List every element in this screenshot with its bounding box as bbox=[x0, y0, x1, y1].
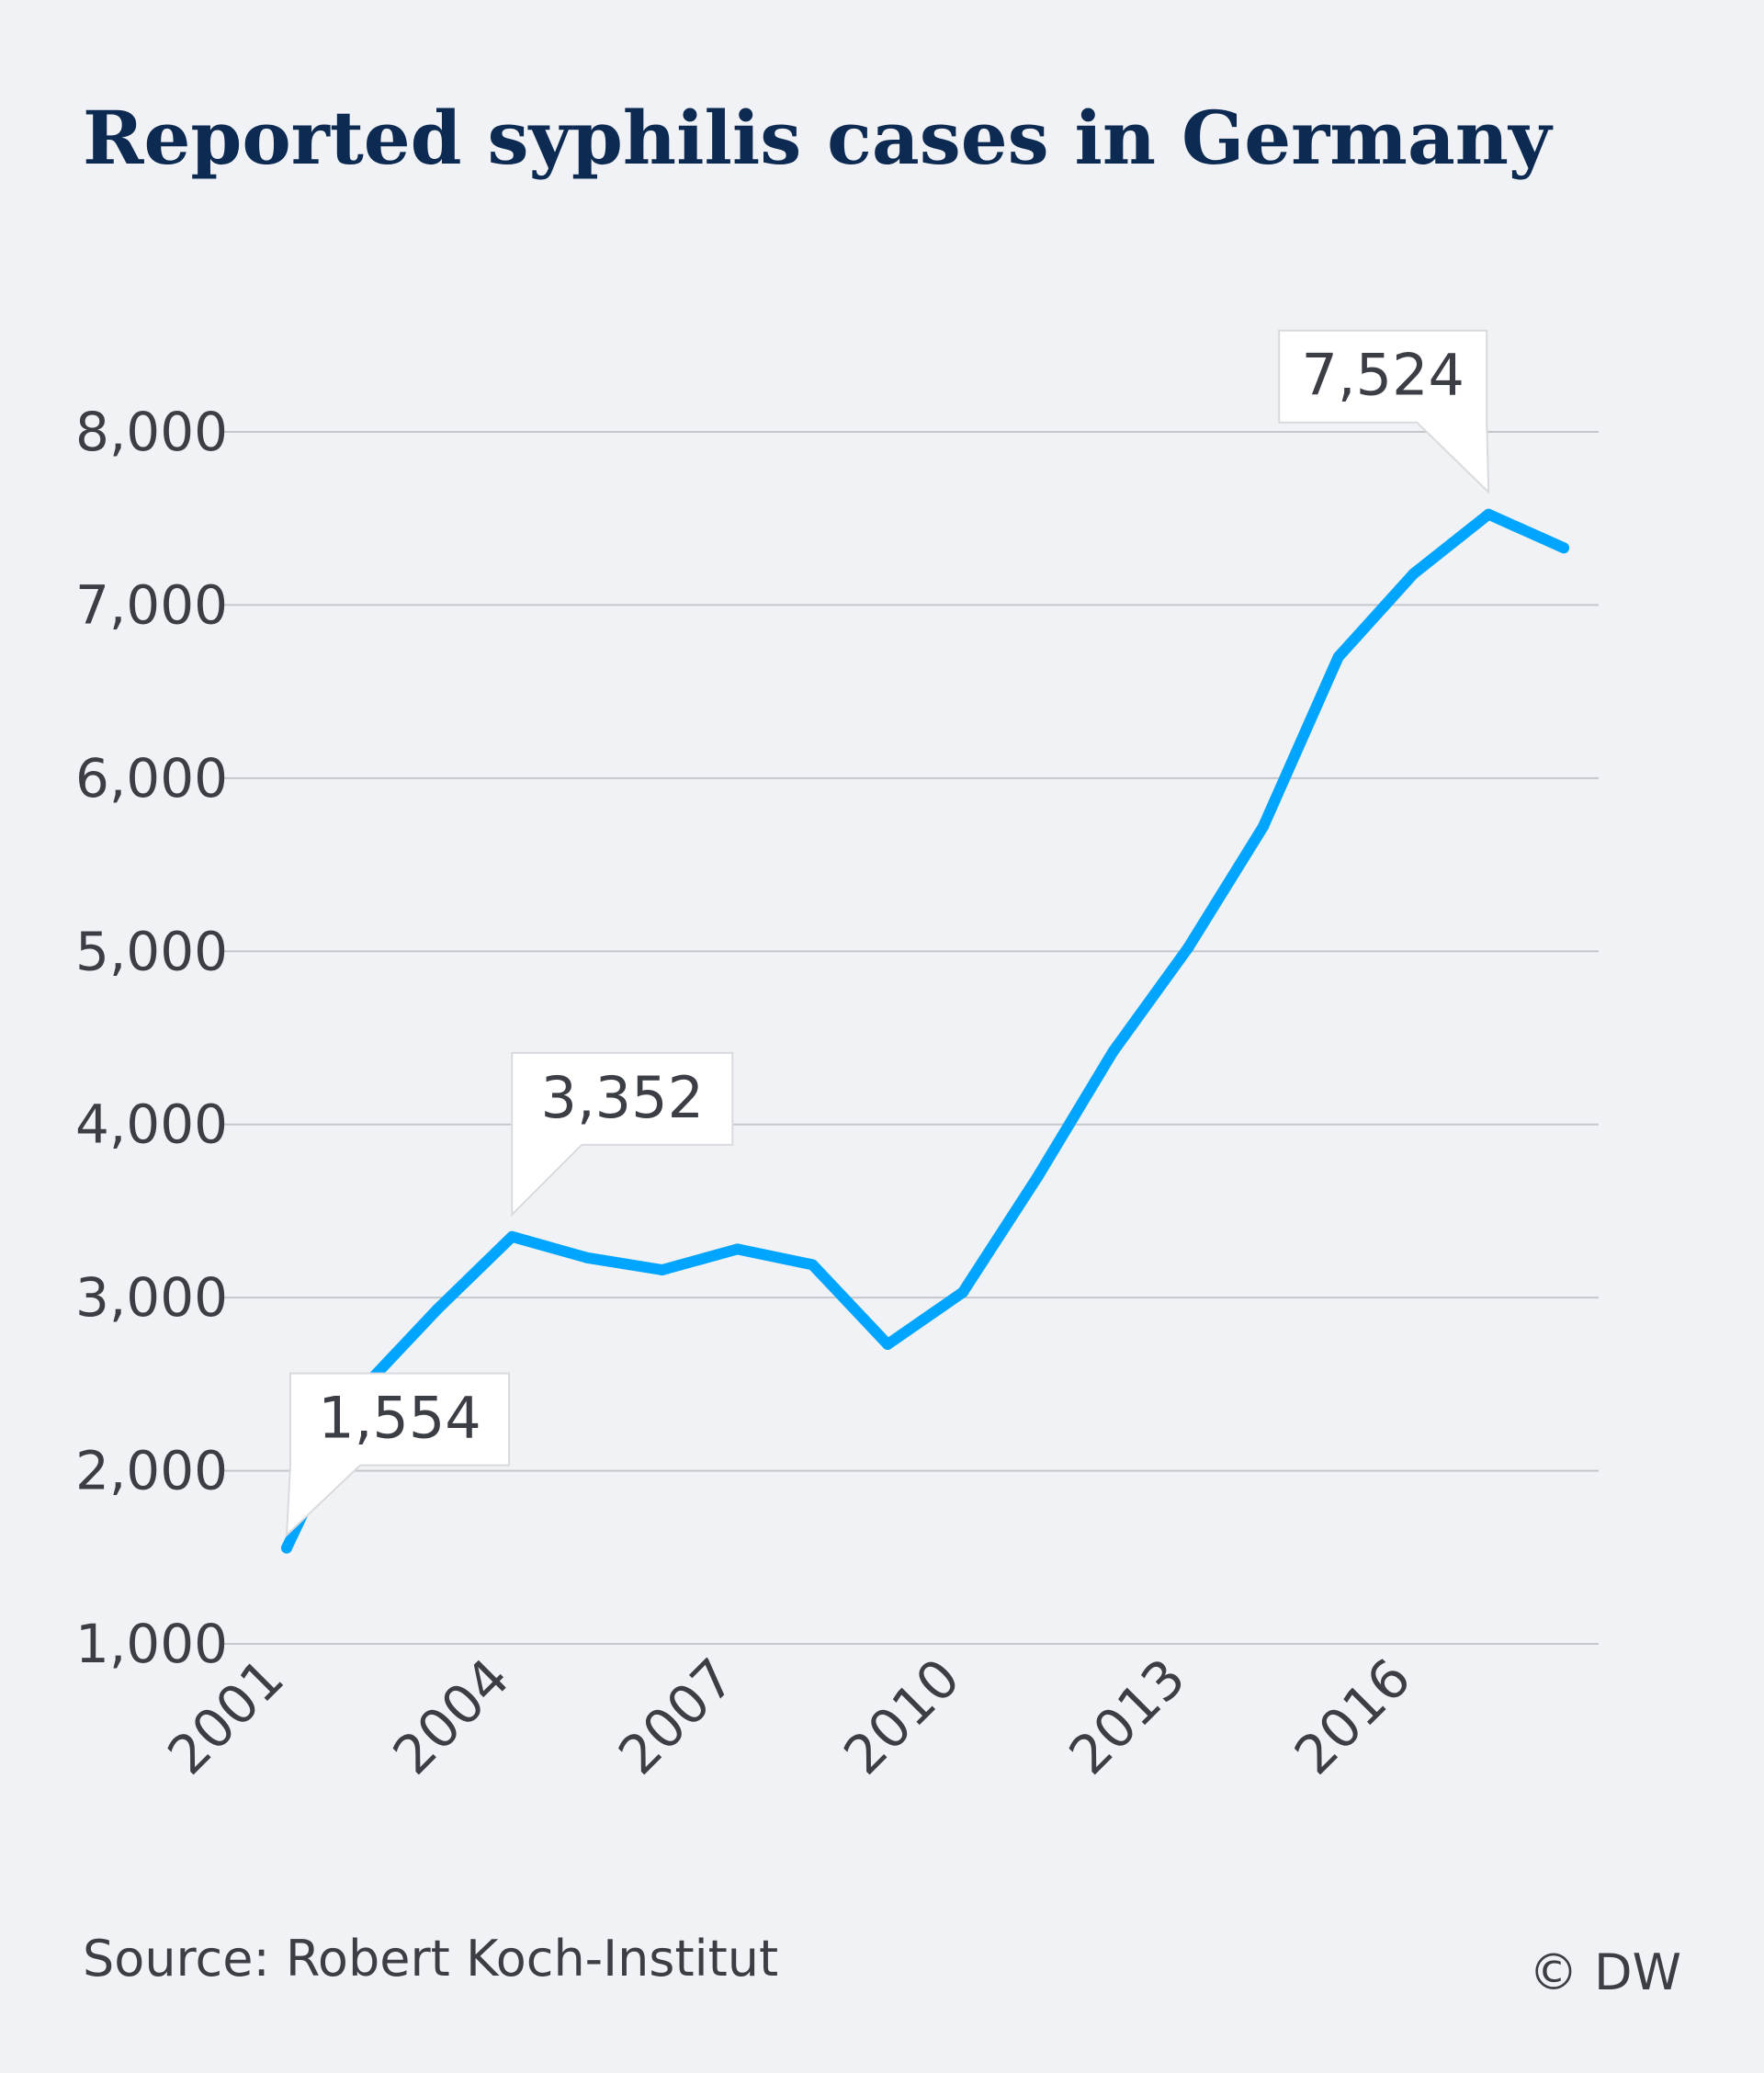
y-axis-tick-labels: 1,000 2,000 3,000 4,000 5,000 6,000 7,000 8,000 bbox=[75, 401, 228, 1675]
y-tick-label: 4,000 bbox=[75, 1093, 228, 1156]
data-point bbox=[1182, 942, 1194, 954]
data-point bbox=[1483, 508, 1495, 520]
callout-box bbox=[1278, 329, 1490, 495]
x-tick-label: 2013 bbox=[1057, 1647, 1197, 1786]
y-tick-label: 2,000 bbox=[75, 1440, 228, 1502]
data-label: 7,524 bbox=[1301, 342, 1464, 409]
data-point bbox=[582, 1252, 594, 1263]
data-point bbox=[1257, 821, 1269, 833]
y-tick-label: 8,000 bbox=[75, 401, 228, 463]
data-point bbox=[1032, 1171, 1044, 1183]
callout-box bbox=[511, 1051, 734, 1218]
data-point bbox=[956, 1286, 968, 1298]
data-point bbox=[1107, 1046, 1119, 1058]
annotation-layer: 1,554 3,352 7,524 bbox=[285, 329, 1490, 1538]
y-tick-label: 3,000 bbox=[75, 1266, 228, 1329]
data-point bbox=[281, 1542, 292, 1554]
source-note: Source: Robert Koch-Institut bbox=[83, 1930, 778, 1988]
data-label: 3,352 bbox=[541, 1064, 705, 1131]
y-tick-label: 1,000 bbox=[75, 1613, 228, 1675]
series-line bbox=[281, 508, 1569, 1554]
data-point bbox=[731, 1243, 743, 1255]
x-tick-label: 2007 bbox=[606, 1647, 746, 1786]
x-tick-label: 2016 bbox=[1283, 1647, 1422, 1786]
data-point bbox=[656, 1263, 668, 1275]
data-point bbox=[1408, 568, 1419, 580]
data-point bbox=[807, 1259, 819, 1271]
callout-box bbox=[285, 1372, 510, 1538]
copyright-credit: © DW bbox=[1529, 1943, 1681, 2001]
chart-title: Reported syphilis cases in Germany bbox=[83, 95, 1554, 181]
data-label: 1,554 bbox=[318, 1385, 481, 1452]
data-point bbox=[431, 1304, 443, 1316]
data-point bbox=[1558, 542, 1569, 554]
x-tick-label: 2004 bbox=[381, 1647, 521, 1786]
x-tick-label: 2010 bbox=[831, 1647, 971, 1786]
y-tick-label: 5,000 bbox=[75, 920, 228, 982]
data-point bbox=[882, 1339, 894, 1351]
y-tick-label: 7,000 bbox=[75, 573, 228, 636]
data-point bbox=[1332, 651, 1344, 663]
x-axis-tick-labels: 2001 2004 2007 2010 2013 2016 bbox=[155, 1647, 1422, 1786]
y-tick-label: 6,000 bbox=[75, 747, 228, 810]
data-point bbox=[506, 1230, 518, 1242]
